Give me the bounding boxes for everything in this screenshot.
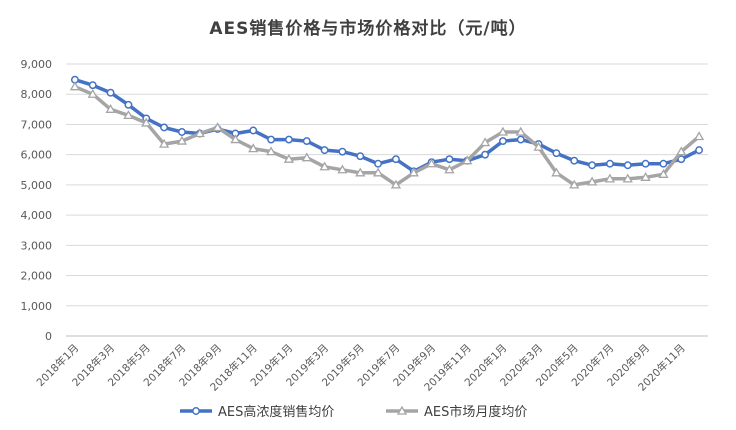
data-point [533, 141, 544, 151]
data-point [516, 135, 525, 144]
y-tick-label: 2,000 [21, 270, 53, 283]
y-tick-label: 1,000 [21, 300, 53, 313]
data-point [444, 164, 455, 174]
y-tick-label: 6,000 [21, 149, 53, 162]
data-point [283, 153, 295, 163]
y-tick-label: 3,000 [21, 239, 53, 252]
data-point [445, 155, 454, 164]
data-point [356, 152, 365, 161]
data-point [158, 138, 170, 148]
data-point [267, 135, 276, 144]
data-point [462, 155, 473, 165]
data-point [623, 161, 632, 170]
data-point [677, 155, 686, 164]
data-point [588, 161, 597, 170]
data-point [212, 122, 223, 132]
data-point [374, 159, 383, 168]
data-point [659, 159, 668, 168]
series-market-price [69, 81, 705, 189]
legend-label: AES高浓度销售均价 [218, 404, 334, 420]
series-line [73, 84, 701, 187]
data-point [676, 146, 687, 156]
data-point [551, 167, 562, 177]
y-tick-labels: 0 1,000 2,000 3,000 4,000 5,000 6,000 7,000 8,00… [21, 58, 53, 343]
data-point [604, 173, 616, 183]
data-point [693, 131, 705, 141]
data-point [249, 126, 258, 135]
data-point [498, 137, 507, 146]
data-point [586, 176, 598, 186]
data-point [87, 88, 98, 98]
y-tick-label: 0 [45, 330, 52, 343]
data-point [641, 159, 650, 168]
data-point [194, 128, 205, 138]
y-tick-label: 5,000 [21, 179, 53, 192]
data-point [141, 117, 152, 127]
data-point [658, 169, 669, 178]
data-point [319, 161, 330, 171]
data-point [284, 135, 293, 144]
legend-marker [396, 405, 408, 415]
data-point [497, 126, 509, 136]
legend-label: AES市场月度均价 [424, 404, 527, 420]
legend-marker [192, 407, 200, 415]
data-point [123, 110, 134, 120]
data-point [569, 179, 580, 189]
data-point [481, 150, 490, 159]
y-tick-label: 8,000 [21, 88, 53, 101]
data-point [372, 167, 384, 177]
data-point [106, 88, 115, 97]
data-point [124, 100, 133, 109]
data-point [515, 126, 526, 136]
data-point [338, 147, 347, 156]
x-tick-labels: 2018年1月2018年3月2018年5月2018年7月2018年9月2018年… [34, 341, 688, 393]
y-tick-label: 9,000 [21, 58, 53, 71]
gridlines [66, 63, 708, 307]
chart-title: AES销售价格与市场价格对比（元/吨） [209, 19, 527, 39]
legend-item-sales-price: AES高浓度销售均价 [180, 404, 334, 420]
data-point [160, 123, 169, 132]
data-point [302, 137, 311, 146]
data-point [337, 164, 348, 174]
data-point [248, 143, 259, 153]
data-point [640, 172, 651, 181]
data-point [570, 156, 579, 165]
data-point [391, 155, 400, 164]
data-point [301, 152, 312, 162]
data-point [355, 167, 366, 177]
series-line [73, 77, 701, 174]
data-point [622, 173, 633, 183]
series-sales-price [70, 75, 704, 176]
data-point [552, 149, 561, 158]
data-point [408, 167, 419, 177]
data-point [105, 104, 116, 113]
data-point [176, 135, 188, 145]
data-point [695, 146, 704, 155]
series-layer [69, 75, 705, 189]
legend-item-market-price: AES市场月度均价 [386, 404, 527, 420]
data-point [320, 146, 329, 155]
data-point [230, 134, 241, 144]
legend: AES高浓度销售均价 AES市场月度均价 [180, 404, 527, 420]
data-point [177, 128, 186, 136]
data-point [390, 179, 402, 189]
data-point [479, 137, 491, 147]
data-point [605, 159, 614, 168]
data-point [69, 81, 81, 91]
y-tick-label: 7,000 [21, 118, 53, 131]
data-point [265, 146, 277, 156]
y-tick-label: 4,000 [21, 209, 53, 222]
data-point [88, 81, 97, 90]
data-point [426, 158, 437, 168]
